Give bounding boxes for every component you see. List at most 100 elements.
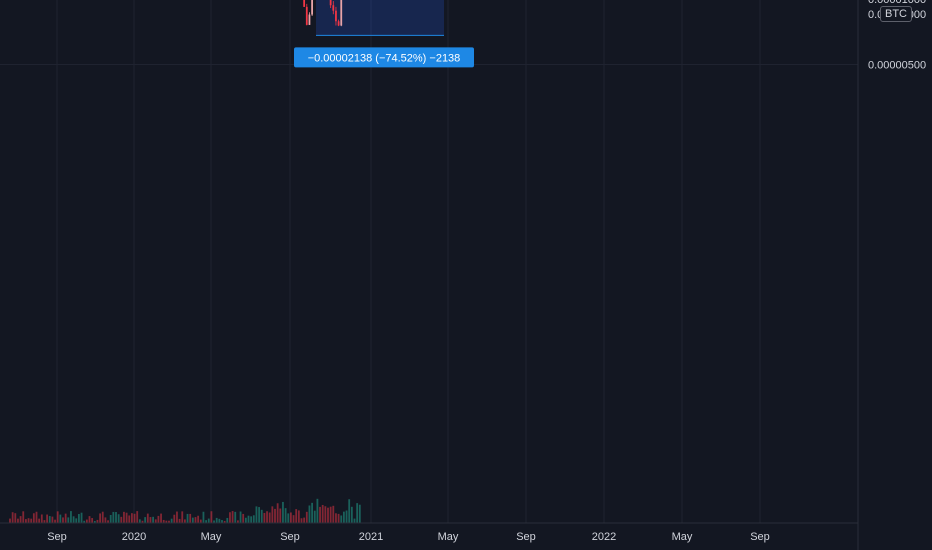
volume-bar	[234, 512, 236, 523]
volume-bar	[189, 514, 191, 523]
volume-bar	[274, 509, 276, 523]
volume-bar	[343, 512, 345, 523]
volume-bar	[36, 512, 38, 523]
volume-bar	[160, 514, 162, 523]
volume-bar	[176, 512, 178, 523]
volume-bar	[340, 515, 342, 523]
volume-bar	[208, 519, 210, 523]
x-tick-label: Sep	[750, 531, 770, 543]
volume-bar	[242, 514, 244, 523]
volume-bar	[12, 512, 14, 523]
x-tick-label: May	[672, 531, 693, 543]
x-tick-label: May	[201, 531, 222, 543]
volume-bar	[9, 519, 11, 523]
volume-bar	[248, 516, 250, 523]
volume-bar	[91, 518, 93, 523]
candle-body	[309, 15, 311, 25]
volume-bar	[266, 511, 268, 523]
volume-bar	[22, 511, 24, 523]
volume-bar	[150, 517, 152, 523]
volume-bar	[338, 514, 340, 523]
volume-bar	[152, 517, 154, 523]
volume-bar	[70, 511, 72, 523]
volume-bar	[306, 512, 308, 523]
volume-bar	[28, 518, 30, 523]
volume-bar	[309, 505, 311, 523]
volume-bar	[33, 513, 35, 523]
volume-bar	[75, 518, 77, 523]
volume-bar	[218, 519, 220, 523]
volume-bar	[311, 503, 313, 523]
volume-bar	[261, 510, 263, 523]
volume-bar	[324, 506, 326, 523]
volume-bar	[102, 512, 104, 523]
volume-bar	[144, 517, 146, 523]
volume-bar	[335, 513, 337, 523]
x-tick-label: 2022	[592, 531, 616, 543]
volume-bar	[203, 512, 205, 523]
volume-bar	[59, 515, 61, 523]
volume-bar	[317, 499, 319, 523]
volume-bar	[179, 519, 181, 523]
volume-bar	[17, 519, 19, 523]
y-tick-label: 0.00000500	[868, 60, 926, 72]
volume-bar	[285, 508, 287, 523]
volume-bar	[20, 516, 22, 523]
volume-bar	[293, 515, 295, 523]
volume-bar	[282, 502, 284, 523]
volume-bar	[147, 514, 149, 523]
volume-bar	[67, 517, 69, 523]
volume-bar	[301, 518, 303, 523]
volume-bar	[25, 519, 27, 523]
volume-bar	[250, 516, 252, 523]
volume-bar	[120, 517, 122, 523]
volume-bar	[131, 513, 133, 523]
volume-bar	[126, 513, 128, 523]
volume-bar	[181, 511, 183, 523]
volume-bar	[269, 512, 271, 523]
volume-bar	[216, 518, 218, 523]
volume-bar	[115, 512, 117, 523]
volume-bar	[110, 515, 112, 523]
volume-bar	[226, 518, 228, 523]
volume-bar	[52, 517, 54, 523]
volume-bar	[314, 511, 316, 523]
volume-bar	[279, 508, 281, 523]
volume-bar	[134, 514, 136, 523]
volume-bar	[327, 508, 329, 523]
volume-bar	[253, 515, 255, 523]
volume-bar	[38, 519, 40, 523]
volume-bar	[332, 506, 334, 523]
volume-bar	[136, 511, 138, 523]
volume-bar	[118, 514, 120, 523]
candle-body	[332, 5, 334, 10]
volume-bar	[197, 516, 199, 523]
volume-bar	[322, 505, 324, 523]
volume-bar	[348, 499, 350, 523]
volume-bar	[319, 507, 321, 523]
x-tick-label: Sep	[280, 531, 300, 543]
x-tick-label: May	[438, 531, 459, 543]
volume-bar	[171, 519, 173, 523]
volume-bar	[128, 515, 130, 523]
volume-bar	[184, 519, 186, 523]
volume-bar	[290, 512, 292, 523]
currency-badge[interactable]: BTC	[880, 6, 912, 22]
volume-bar	[258, 507, 260, 523]
volume-bar	[271, 506, 273, 523]
volume-bar	[359, 505, 361, 523]
volume-bar	[30, 519, 32, 523]
range-down-label: −0.00002138 (−74.52%) −2138	[308, 52, 461, 64]
volume-bar	[303, 518, 305, 523]
candle-body	[335, 11, 337, 22]
volume-bar	[200, 520, 202, 523]
volume-bar	[298, 510, 300, 523]
volume-bar	[287, 513, 289, 523]
x-tick-label: Sep	[47, 531, 67, 543]
volume-bar	[155, 519, 157, 523]
volume-bar	[123, 512, 125, 523]
volume-bar	[356, 503, 358, 523]
volume-bar	[232, 511, 234, 523]
